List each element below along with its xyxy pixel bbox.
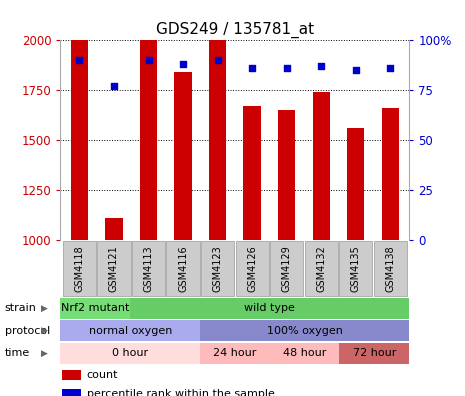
- Point: [318, 63, 325, 69]
- Bar: [140, 40, 157, 240]
- Bar: [62, 370, 81, 380]
- FancyBboxPatch shape: [270, 241, 303, 296]
- Bar: [347, 128, 364, 240]
- FancyBboxPatch shape: [339, 241, 372, 296]
- Text: ▶: ▶: [41, 326, 47, 335]
- Point: [179, 61, 187, 67]
- Text: normal oxygen: normal oxygen: [88, 326, 172, 336]
- FancyBboxPatch shape: [374, 241, 407, 296]
- Text: count: count: [86, 370, 118, 380]
- FancyBboxPatch shape: [60, 343, 200, 364]
- Text: strain: strain: [5, 303, 37, 313]
- Text: GSM4118: GSM4118: [74, 245, 85, 291]
- Text: Nrf2 mutant: Nrf2 mutant: [61, 303, 130, 313]
- Text: 100% oxygen: 100% oxygen: [266, 326, 343, 336]
- Text: 24 hour: 24 hour: [213, 348, 257, 358]
- Point: [145, 56, 152, 63]
- Text: GSM4132: GSM4132: [316, 245, 326, 292]
- Point: [248, 65, 256, 71]
- FancyBboxPatch shape: [270, 343, 339, 364]
- FancyBboxPatch shape: [60, 298, 130, 319]
- Point: [386, 65, 394, 71]
- Text: GSM4113: GSM4113: [144, 245, 153, 291]
- Text: GSM4135: GSM4135: [351, 245, 361, 292]
- FancyBboxPatch shape: [339, 343, 409, 364]
- Text: 72 hour: 72 hour: [352, 348, 396, 358]
- Text: wild type: wild type: [244, 303, 295, 313]
- FancyBboxPatch shape: [132, 241, 165, 296]
- Point: [76, 56, 83, 63]
- Bar: [382, 108, 399, 240]
- Point: [352, 67, 359, 73]
- Text: GSM4129: GSM4129: [282, 245, 292, 292]
- FancyBboxPatch shape: [201, 241, 234, 296]
- Point: [214, 56, 221, 63]
- Text: ▶: ▶: [41, 349, 47, 358]
- Text: 0 hour: 0 hour: [112, 348, 148, 358]
- Text: time: time: [5, 348, 30, 358]
- FancyBboxPatch shape: [60, 320, 200, 341]
- Text: GSM4138: GSM4138: [385, 245, 395, 291]
- Text: percentile rank within the sample: percentile rank within the sample: [86, 389, 274, 396]
- Bar: [312, 91, 330, 240]
- FancyBboxPatch shape: [63, 241, 96, 296]
- FancyBboxPatch shape: [166, 241, 199, 296]
- Bar: [278, 110, 295, 240]
- Bar: [174, 72, 192, 240]
- Bar: [62, 389, 81, 396]
- Text: GSM4126: GSM4126: [247, 245, 257, 292]
- Text: GSM4121: GSM4121: [109, 245, 119, 292]
- Bar: [71, 40, 88, 240]
- FancyBboxPatch shape: [200, 343, 270, 364]
- Text: 48 hour: 48 hour: [283, 348, 326, 358]
- Point: [283, 65, 290, 71]
- Bar: [244, 106, 261, 240]
- Text: GSM4123: GSM4123: [213, 245, 223, 292]
- Point: [110, 82, 118, 89]
- FancyBboxPatch shape: [97, 241, 131, 296]
- Text: GSM4116: GSM4116: [178, 245, 188, 291]
- FancyBboxPatch shape: [305, 241, 338, 296]
- Title: GDS249 / 135781_at: GDS249 / 135781_at: [156, 22, 314, 38]
- FancyBboxPatch shape: [130, 298, 409, 319]
- Bar: [106, 217, 123, 240]
- FancyBboxPatch shape: [235, 241, 269, 296]
- FancyBboxPatch shape: [200, 320, 409, 341]
- Bar: [209, 40, 226, 240]
- Text: protocol: protocol: [5, 326, 50, 336]
- Text: ▶: ▶: [41, 304, 47, 313]
